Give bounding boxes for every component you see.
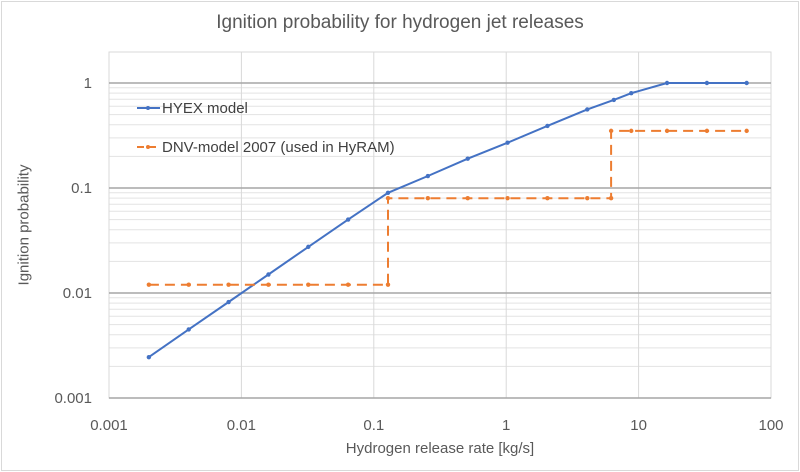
x-tick-label: 1 [502,417,510,434]
data-point-dnv [186,282,191,287]
data-point-dnv [585,195,590,201]
y-tick-label: 0.01 [63,285,92,302]
data-point-dnv [664,128,670,134]
y-tick-label: 0.1 [71,180,92,197]
data-point-dnv [629,128,634,134]
data-point-dnv [226,282,231,287]
data-point-dnv [704,128,710,134]
data-point-hyex [744,80,749,86]
data-point-hyex [585,107,590,112]
data-point-hyex [306,244,311,250]
legend-marker-dnv [146,145,150,149]
data-point-dnv [266,282,271,287]
legend-label-dnv: DNV-model 2007 (used in HyRAM) [162,139,395,156]
gridlines [108,51,772,399]
legend-label-hyex: HYEX model [162,100,248,117]
legend: HYEX model DNV-model 2007 (used in HyRAM… [137,100,395,156]
y-tick-label: 0.001 [54,390,92,407]
x-axis-label: Hydrogen release rate [kg/s] [345,440,535,457]
data-point-dnv [465,195,470,201]
data-point-hyex [266,272,271,277]
data-point-dnv [608,195,614,201]
y-tick-label: 1 [84,75,92,92]
data-point-hyex [385,190,391,196]
data-point-dnv [505,195,510,201]
data-point-dnv [608,128,614,134]
tick-labels: 0.001 0.01 0.1 1 10 100 0.001 0.01 0.1 1 [54,75,783,434]
legend-item-hyex: HYEX model [137,100,248,117]
chart-title: Ignition probability for hydrogen jet re… [216,12,584,33]
data-point-hyex [611,97,617,103]
data-point-dnv [306,282,311,287]
data-point-hyex [629,90,634,96]
data-point-hyex [146,354,152,360]
legend-item-dnv: DNV-model 2007 (used in HyRAM) [137,139,395,156]
data-point-dnv [545,195,550,201]
data-point-hyex [425,173,431,179]
data-point-hyex [704,80,710,86]
data-point-hyex [226,299,231,305]
data-point-dnv [425,195,431,201]
data-point-dnv [744,128,749,134]
data-point-hyex [465,156,470,161]
data-point-dnv [345,282,351,287]
x-tick-label: 10 [630,417,647,434]
x-tick-label: 0.01 [227,417,256,434]
x-tick-label: 100 [758,417,783,434]
data-point-dnv [385,282,391,287]
data-point-hyex [186,327,191,332]
data-point-hyex [664,80,670,86]
data-point-hyex [505,140,510,145]
legend-marker-hyex [146,106,150,110]
series-lines [146,80,749,360]
data-point-hyex [545,123,550,129]
data-point-hyex [345,217,351,222]
data-point-dnv [385,195,391,201]
data-point-dnv [146,282,152,287]
x-tick-label: 0.1 [363,417,384,434]
x-tick-label: 0.001 [90,417,128,434]
